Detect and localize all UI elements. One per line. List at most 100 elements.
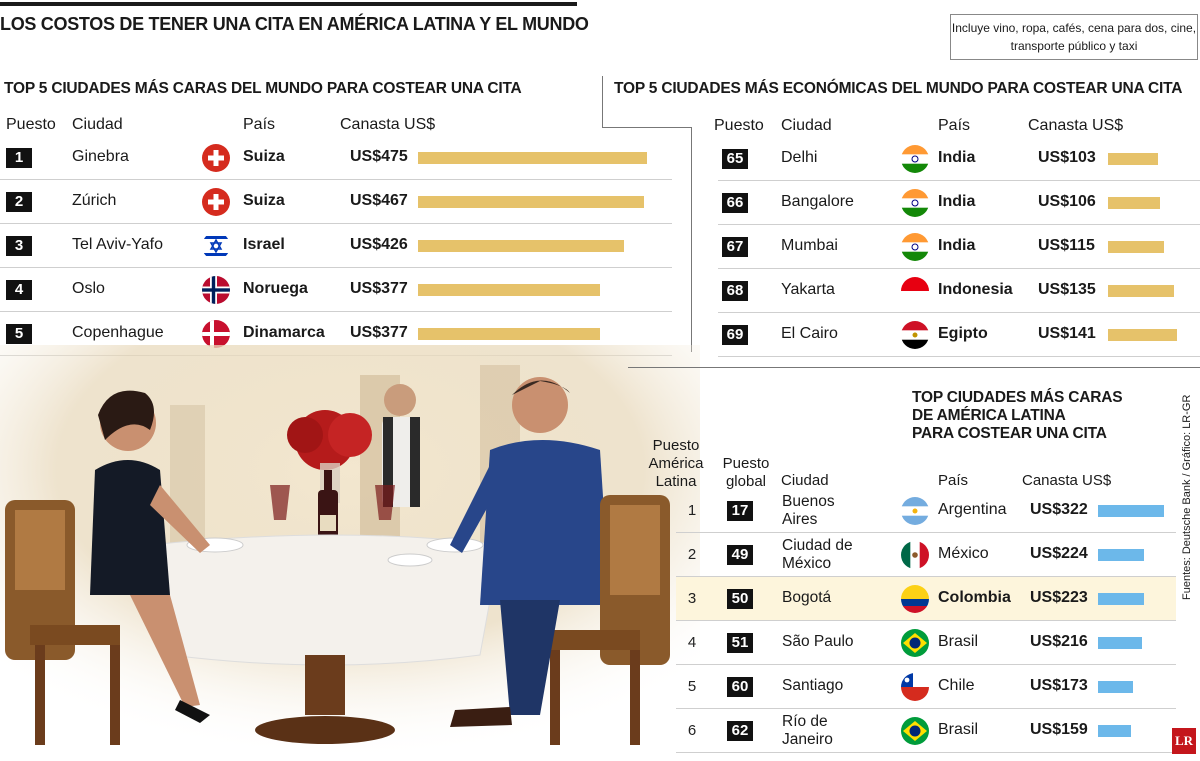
india-flag-icon <box>901 189 929 217</box>
price-bar <box>418 196 644 208</box>
country-name: Brasil <box>938 721 979 738</box>
city-name: Yakarta <box>781 281 835 298</box>
latam-header-country: País <box>938 472 969 489</box>
table-row <box>676 533 1176 577</box>
price-label: US$224 <box>1030 545 1088 562</box>
country-name: Israel <box>243 236 285 253</box>
page-title: LOS COSTOS DE TENER UNA CITA EN AMÉRICA … <box>0 14 589 34</box>
header-price: Canasta US$ <box>340 116 436 133</box>
latam-header-rank_latam_3: Latina <box>655 473 697 490</box>
price-bar <box>1098 637 1143 649</box>
israel-flag-icon <box>202 232 230 260</box>
price-label: US$103 <box>1038 149 1096 166</box>
price-bar <box>1098 681 1134 693</box>
city-name: Mumbai <box>781 237 838 254</box>
city-name: Bogotá <box>782 589 831 607</box>
cheap-world-title: TOP 5 CIUDADES MÁS ECONÓMICAS DEL MUNDO … <box>614 80 1183 97</box>
country-name: Noruega <box>243 280 308 297</box>
city-name: Ginebra <box>72 148 129 165</box>
price-bar <box>418 284 601 296</box>
latam-rank: 3 <box>687 590 697 607</box>
price-label: US$377 <box>350 280 408 297</box>
rank-badge: 2 <box>6 192 32 212</box>
city-name-line: Río de <box>782 713 828 730</box>
price-label: US$475 <box>350 148 408 165</box>
price-bar <box>1098 593 1144 605</box>
city-name-line: Janeiro <box>782 731 833 748</box>
country-name: Brasil <box>938 633 979 650</box>
table-row <box>676 621 1176 665</box>
india-flag-icon <box>901 145 929 173</box>
table-row <box>0 224 672 268</box>
global-rank-badge: 51 <box>727 633 753 653</box>
price-bar <box>1108 285 1175 297</box>
header-country: País <box>938 117 971 134</box>
header-city: Ciudad <box>781 117 832 134</box>
rank-badge: 3 <box>6 236 32 256</box>
latam-header-rank_global_2: global <box>725 473 767 490</box>
basket-note: Incluye vino, ropa, cafés, cena para dos… <box>950 14 1198 60</box>
price-label: US$467 <box>350 192 408 209</box>
latam-header-rank_latam_1: Puesto <box>652 437 700 454</box>
table-row <box>676 665 1176 709</box>
city-name: El Cairo <box>781 325 838 342</box>
dinner-scene-illustration <box>0 345 700 761</box>
table-row <box>718 313 1200 357</box>
table-row <box>676 709 1176 753</box>
city-name: Río de Janeiro <box>782 713 833 749</box>
header-country: País <box>243 116 276 133</box>
latam-title-line-2: DE AMÉRICA LATINA <box>912 407 1066 424</box>
price-bar <box>1098 505 1164 517</box>
connector-line <box>602 76 603 128</box>
latam-header-city: Ciudad <box>781 472 829 489</box>
country-name: Chile <box>938 677 975 694</box>
latam-rank: 5 <box>687 678 697 695</box>
city-name: Zúrich <box>72 192 117 209</box>
latam-rank: 4 <box>687 634 697 651</box>
price-label: US$223 <box>1030 589 1088 606</box>
rank-badge: 67 <box>722 237 748 257</box>
denmark-flag-icon <box>202 320 230 348</box>
country-name: Suiza <box>243 192 285 209</box>
country-name: Colombia <box>938 589 1011 606</box>
country-name: Suiza <box>243 148 285 165</box>
price-bar <box>1108 197 1160 209</box>
argentina-flag-icon <box>901 497 929 525</box>
header-price: Canasta US$ <box>1028 117 1124 134</box>
latam-header-rank_global_1: Puesto <box>722 455 770 472</box>
price-bar <box>1108 153 1159 165</box>
price-bar <box>1108 241 1165 253</box>
price-bar <box>418 152 648 164</box>
city-name: Copenhague <box>72 324 164 341</box>
price-bar <box>418 328 601 340</box>
price-bar <box>1108 329 1178 341</box>
country-name: Indonesia <box>938 281 1013 298</box>
city-name: Ciudad de México <box>782 537 853 573</box>
table-row <box>0 136 672 180</box>
table-row <box>676 489 1176 533</box>
latam-rank: 2 <box>687 546 697 563</box>
price-label: US$141 <box>1038 325 1096 342</box>
latam-header-rank_latam_2: América <box>648 455 704 472</box>
brazil-flag-icon <box>901 629 929 657</box>
connector-line <box>691 127 692 352</box>
price-bar <box>1098 549 1144 561</box>
switzerland-flag-icon <box>202 144 230 172</box>
price-label: US$173 <box>1030 677 1088 694</box>
price-label: US$322 <box>1030 501 1088 518</box>
latam-title: TOP CIUDADES MÁS CARAS DE AMÉRICA LATINA… <box>912 389 1123 443</box>
rank-badge: 65 <box>722 149 748 169</box>
header-rank: Puesto <box>714 117 764 134</box>
city-name-line: Buenos <box>782 493 835 510</box>
city-name-line: Bogotá <box>782 589 832 606</box>
price-bar <box>1098 725 1131 737</box>
india-flag-icon <box>901 233 929 261</box>
city-name: Oslo <box>72 280 105 297</box>
price-label: US$426 <box>350 236 408 253</box>
latam-top-rule <box>628 367 1200 368</box>
city-name-line: Ciudad de <box>782 537 853 554</box>
indonesia-flag-icon <box>901 277 929 305</box>
country-name: Argentina <box>938 501 1007 518</box>
rank-badge: 68 <box>722 281 748 301</box>
expensive-world-title: TOP 5 CIUDADES MÁS CARAS DEL MUNDO PARA … <box>4 80 522 97</box>
